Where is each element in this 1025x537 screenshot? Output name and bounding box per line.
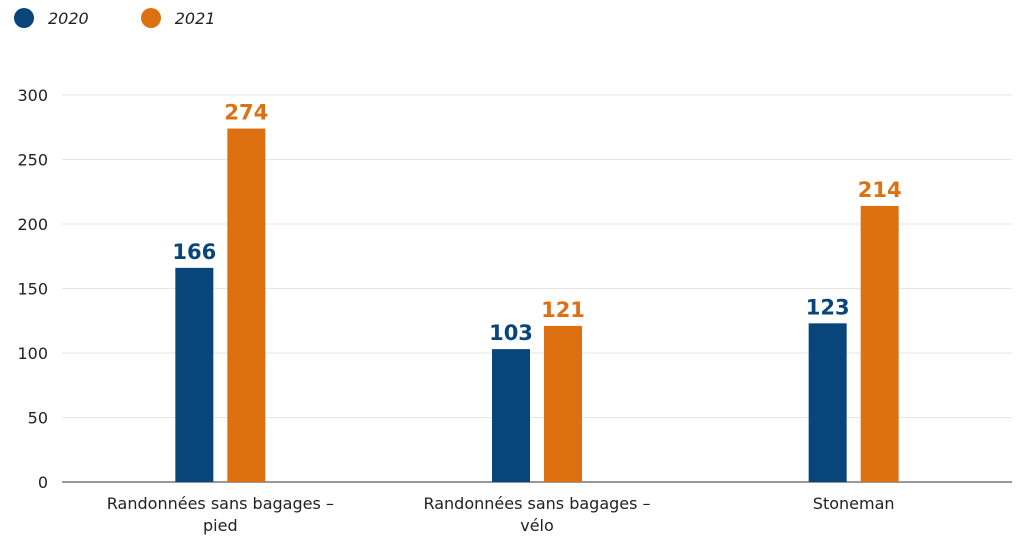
y-tick-label-100: 100 xyxy=(17,344,48,363)
bar-2021-2 xyxy=(860,205,899,482)
legend: 2020 2021 xyxy=(14,8,267,28)
data-label-2020-0: 166 xyxy=(172,240,216,264)
y-tick-label-50: 50 xyxy=(28,409,48,428)
data-label-2020-2: 123 xyxy=(806,295,850,319)
legend-item-2021[interactable]: 2021 xyxy=(140,8,216,28)
legend-swatch-2021 xyxy=(140,8,161,28)
bar-2021-1 xyxy=(544,325,582,482)
bar-2021-0 xyxy=(227,128,266,483)
x-tick-label-0-0: Randonnées sans bagages – xyxy=(107,494,334,513)
bar-2020-0 xyxy=(175,267,214,482)
x-tick-label-2-0: Stoneman xyxy=(813,494,895,513)
data-label-2020-1: 103 xyxy=(489,321,533,345)
y-tick-label-200: 200 xyxy=(17,215,48,234)
y-tick-label-150: 150 xyxy=(17,280,48,299)
y-tick-label-0: 0 xyxy=(38,473,48,492)
legend-swatch-2020 xyxy=(14,8,34,28)
bar-2020-2 xyxy=(808,323,847,482)
y-tick-label-300: 300 xyxy=(17,86,48,105)
data-label-2021-1: 121 xyxy=(541,298,585,322)
bar-2020-1 xyxy=(492,349,530,482)
legend-label-2021: 2021 xyxy=(174,8,216,28)
legend-label-2020: 2020 xyxy=(48,8,89,28)
x-tick-label-0-1: pied xyxy=(203,516,238,535)
legend-item-2020[interactable]: 2020 xyxy=(14,8,89,28)
x-tick-label-1-1: vélo xyxy=(520,516,554,535)
data-label-2021-2: 214 xyxy=(858,178,902,202)
x-tick-label-1-0: Randonnées sans bagages – xyxy=(423,494,650,513)
data-label-2021-0: 274 xyxy=(224,101,268,125)
y-tick-label-250: 250 xyxy=(17,151,48,170)
